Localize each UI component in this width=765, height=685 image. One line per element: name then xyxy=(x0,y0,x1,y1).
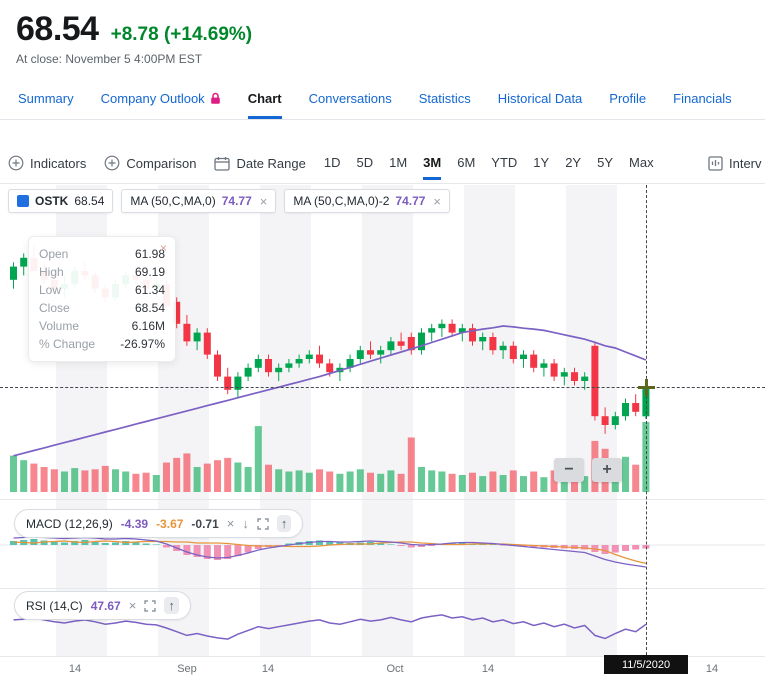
price-row: 68.54 +8.78 (+14.69%) xyxy=(16,10,252,49)
price-chart-canvas[interactable] xyxy=(0,185,765,497)
macd-legend-chip[interactable]: MACD (12,26,9) -4.39 -3.67 -0.71 × ↓ ↑ xyxy=(14,509,304,538)
quote-nav-tabs: Summary Company Outlook Chart Conversations… xyxy=(0,78,765,120)
tab-label: Summary xyxy=(18,90,74,106)
remove-macd-icon[interactable]: × xyxy=(226,516,235,531)
move-panel-up-icon[interactable]: ↑ xyxy=(164,597,179,614)
tab-conversations[interactable]: Conversations xyxy=(309,78,392,119)
tab-company-outlook[interactable]: Company Outlook xyxy=(101,78,221,119)
remove-ma2-icon[interactable]: × xyxy=(433,193,442,209)
range-6m[interactable]: 6M xyxy=(457,155,476,170)
ma1-value: 74.77 xyxy=(221,194,252,208)
indicators-label: Indicators xyxy=(30,155,87,171)
tab-label: Historical Data xyxy=(497,90,583,106)
tab-label: Company Outlook xyxy=(100,90,205,106)
toolbar-divider xyxy=(0,183,765,184)
lock-icon xyxy=(210,92,220,104)
indicators-button[interactable]: Indicators xyxy=(8,146,86,180)
x-axis-label: 14 xyxy=(68,663,82,675)
interval-icon xyxy=(708,155,723,171)
tab-label: Profile xyxy=(609,90,647,106)
expand-rsi-icon[interactable] xyxy=(144,599,157,612)
x-axis-label: Sep xyxy=(177,663,197,675)
rsi-label: RSI (14,C) xyxy=(26,598,83,613)
range-5d[interactable]: 5D xyxy=(356,155,374,170)
range-3m[interactable]: 3M xyxy=(423,146,442,180)
crosshair-date-label: 11/5/2020 xyxy=(604,655,688,674)
rsi-value: 47.67 xyxy=(90,598,121,613)
expand-icon xyxy=(257,517,269,530)
ma2-legend-chip[interactable]: MA (50,C,MA,0)-2 74.77 × xyxy=(284,189,451,213)
tab-financials[interactable]: Financials xyxy=(673,78,732,119)
tab-label: Statistics xyxy=(418,90,471,106)
date-range-button[interactable]: Date Range xyxy=(214,146,306,180)
market-close-note: At close: November 5 4:00PM EST xyxy=(16,52,203,66)
tab-profile[interactable]: Profile xyxy=(609,78,646,119)
zoom-controls: − + xyxy=(554,458,622,482)
ma1-legend-chip[interactable]: MA (50,C,MA,0) 74.77 × xyxy=(121,189,277,213)
move-panel-up-icon[interactable]: ↑ xyxy=(276,515,292,532)
x-axis-label: 14 xyxy=(705,663,719,675)
range-1y[interactable]: 1Y xyxy=(533,155,550,170)
quote-header: 68.54 +8.78 (+14.69%) At close: November… xyxy=(16,10,252,66)
x-axis: 14 Sep 14 Oct 14 14 xyxy=(0,657,765,685)
range-1m[interactable]: 1M xyxy=(389,155,408,170)
range-5y[interactable]: 5Y xyxy=(597,155,614,170)
x-axis-label: 14 xyxy=(481,663,495,675)
tab-label: Financials xyxy=(673,90,732,106)
tooltip-close-icon[interactable]: × xyxy=(159,241,167,255)
expand-icon xyxy=(144,599,157,612)
plus-circle-icon xyxy=(104,155,120,171)
chart-legend: OSTK 68.54 MA (50,C,MA,0) 74.77 × MA (50… xyxy=(8,189,451,213)
macd-signal-value: -3.67 xyxy=(156,516,184,531)
axis-divider xyxy=(0,656,765,657)
zoom-in-button[interactable]: + xyxy=(592,458,622,482)
x-axis-label: 14 xyxy=(261,663,275,675)
ma2-label: MA (50,C,MA,0)-2 xyxy=(293,194,390,208)
tab-statistics[interactable]: Statistics xyxy=(419,78,471,119)
price-change: +8.78 (+14.69%) xyxy=(110,24,253,45)
legend-symbol: OSTK xyxy=(35,194,69,208)
x-axis-label: Oct xyxy=(386,663,404,675)
date-range-label: Date Range xyxy=(236,155,306,171)
series-color-swatch-icon xyxy=(17,195,29,207)
zoom-out-button[interactable]: − xyxy=(554,458,584,482)
comparison-button[interactable]: Comparison xyxy=(104,146,196,180)
legend-symbol-price: 68.54 xyxy=(74,194,105,208)
ma2-value: 74.77 xyxy=(395,194,426,208)
macd-hist-value: -0.71 xyxy=(191,516,219,531)
rsi-panel-canvas[interactable] xyxy=(0,590,765,656)
calendar-icon xyxy=(214,156,231,171)
chart-toolbar: Indicators Comparison Date Range 1D 5D 1M 3… xyxy=(0,146,765,180)
move-panel-down-icon[interactable]: ↓ xyxy=(242,516,249,531)
macd-label: MACD (12,26,9) xyxy=(26,516,113,531)
remove-ma1-icon[interactable]: × xyxy=(259,193,268,209)
range-max[interactable]: Max xyxy=(629,155,654,170)
range-2y[interactable]: 2Y xyxy=(565,155,582,170)
comparison-label: Comparison xyxy=(126,155,197,171)
expand-macd-icon[interactable] xyxy=(257,517,269,530)
rsi-panel-divider xyxy=(0,588,765,589)
range-1d[interactable]: 1D xyxy=(323,155,341,170)
tab-historical-data[interactable]: Historical Data xyxy=(498,78,583,119)
rsi-legend-chip[interactable]: RSI (14,C) 47.67 × ↑ xyxy=(14,591,191,620)
range-ytd[interactable]: YTD xyxy=(491,155,518,170)
plus-circle-icon xyxy=(8,155,24,171)
tab-summary[interactable]: Summary xyxy=(18,78,74,119)
current-price: 68.54 xyxy=(16,10,99,48)
tab-label: Conversations xyxy=(308,90,392,106)
symbol-legend-chip[interactable]: OSTK 68.54 xyxy=(8,189,114,213)
macd-value: -4.39 xyxy=(120,516,149,531)
ma1-label: MA (50,C,MA,0) xyxy=(130,194,216,208)
interval-button[interactable]: Interv xyxy=(708,146,762,180)
remove-rsi-icon[interactable]: × xyxy=(128,598,137,613)
date-range-presets: 1D 5D 1M 3M 6M YTD 1Y 2Y 5Y Max xyxy=(324,146,654,180)
interval-label: Interv xyxy=(729,155,762,171)
tab-chart[interactable]: Chart xyxy=(247,78,282,119)
macd-panel-canvas[interactable] xyxy=(0,500,765,586)
tab-label: Chart xyxy=(247,90,282,106)
